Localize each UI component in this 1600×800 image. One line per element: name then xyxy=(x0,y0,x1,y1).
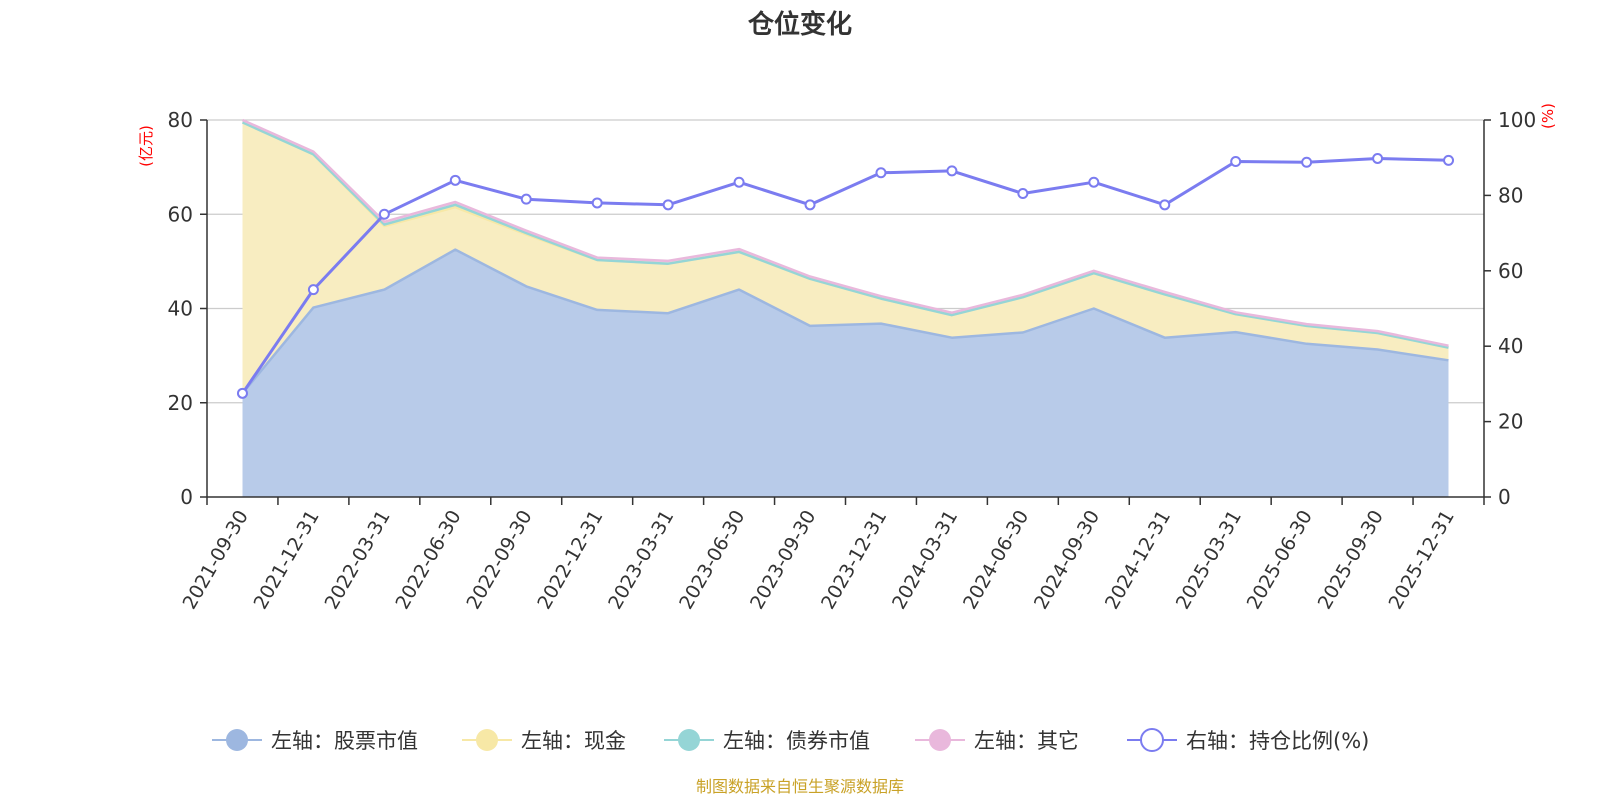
legend-label: 左轴：现金 xyxy=(521,729,626,753)
legend-marker xyxy=(929,729,951,751)
left-tick-label: 0 xyxy=(180,485,193,509)
x-tick-label: 2025-12-31 xyxy=(1385,507,1459,614)
ratio-point xyxy=(307,284,319,296)
ratio-point xyxy=(1230,155,1242,167)
right-tick-label: 20 xyxy=(1498,410,1523,434)
ratio-point xyxy=(804,199,816,211)
area-line-0 xyxy=(241,248,1449,395)
x-tick-label: 2024-09-30 xyxy=(1030,507,1104,614)
x-tick-label: 2021-09-30 xyxy=(179,507,253,614)
right-tick-label: 100 xyxy=(1498,108,1536,132)
x-tick-label: 2022-09-30 xyxy=(462,507,536,614)
x-tick-label: 2022-03-31 xyxy=(320,507,394,614)
ratio-point xyxy=(1301,156,1313,168)
legend-marker xyxy=(1140,728,1164,752)
legend-label: 左轴：其它 xyxy=(974,729,1079,753)
legend-item: 左轴：现金 xyxy=(462,729,626,753)
right-tick-label: 0 xyxy=(1498,485,1511,509)
legend-label: 右轴：持仓比例(%) xyxy=(1186,729,1369,753)
left-tick-label: 80 xyxy=(168,108,193,132)
legend: 左轴：股票市值 左轴：现金 左轴：债券市值 左轴：其它 右轴：持仓比例(%) xyxy=(212,728,1369,753)
ratio-point xyxy=(1443,154,1455,166)
ratio-point xyxy=(1159,199,1171,211)
ratio-line-path xyxy=(241,157,1449,395)
holding-ratio-line xyxy=(236,152,1455,399)
x-tick-label: 2022-06-30 xyxy=(391,507,465,614)
right-tick-label: 80 xyxy=(1498,183,1523,207)
stacked-areas xyxy=(241,118,1449,497)
chart-title: 仓位变化 xyxy=(747,9,852,40)
left-tick-label: 40 xyxy=(168,297,193,321)
ratio-point xyxy=(591,197,603,209)
legend-item: 左轴：其它 xyxy=(915,729,1079,753)
area-line-2 xyxy=(241,121,1449,349)
x-tick-label: 2021-12-31 xyxy=(249,507,323,614)
left-tick-label: 60 xyxy=(168,202,193,226)
legend-item: 左轴：股票市值 xyxy=(212,729,418,753)
legend-item: 右轴：持仓比例(%) xyxy=(1127,728,1369,753)
left-axis-unit: (亿元) xyxy=(137,125,155,167)
left-tick-label: 20 xyxy=(168,391,193,415)
x-tick-label: 2023-06-30 xyxy=(675,507,749,614)
area-0 xyxy=(242,249,1449,497)
right-axis-unit: (%) xyxy=(1539,103,1557,129)
x-tick-label: 2025-03-31 xyxy=(1172,507,1246,614)
ratio-point xyxy=(662,199,674,211)
ratio-point xyxy=(946,165,958,177)
x-tick-label: 2024-12-31 xyxy=(1101,507,1175,614)
legend-marker xyxy=(678,729,700,751)
x-tick-label: 2022-12-31 xyxy=(533,507,607,614)
area-line-3 xyxy=(241,118,1449,347)
right-tick-label: 40 xyxy=(1498,334,1523,358)
ratio-point xyxy=(449,174,461,186)
ratio-point xyxy=(1088,176,1100,188)
ratio-point xyxy=(1017,188,1029,200)
ratio-point xyxy=(733,176,745,188)
ratio-point xyxy=(236,387,248,399)
x-tick-label: 2025-09-30 xyxy=(1314,507,1388,614)
ratio-point xyxy=(875,167,887,179)
area-1 xyxy=(242,122,1449,394)
ratio-point xyxy=(520,193,532,205)
x-tick-label: 2024-03-31 xyxy=(888,507,962,614)
legend-label: 左轴：股票市值 xyxy=(271,729,418,753)
legend-marker xyxy=(476,729,498,751)
ratio-point xyxy=(378,208,390,220)
x-tick-label: 2024-06-30 xyxy=(959,507,1033,614)
legend-marker xyxy=(226,729,248,751)
x-tick-label: 2023-12-31 xyxy=(817,507,891,614)
right-tick-label: 60 xyxy=(1498,259,1523,283)
legend-item: 左轴：债券市值 xyxy=(664,729,870,753)
legend-label: 左轴：债券市值 xyxy=(723,729,870,753)
x-tick-label: 2025-06-30 xyxy=(1243,507,1317,614)
data-source-note: 制图数据来自恒生聚源数据库 xyxy=(696,777,904,796)
x-tick-label: 2023-03-31 xyxy=(604,507,678,614)
x-tick-label: 2023-09-30 xyxy=(746,507,820,614)
ratio-point xyxy=(1372,152,1384,164)
